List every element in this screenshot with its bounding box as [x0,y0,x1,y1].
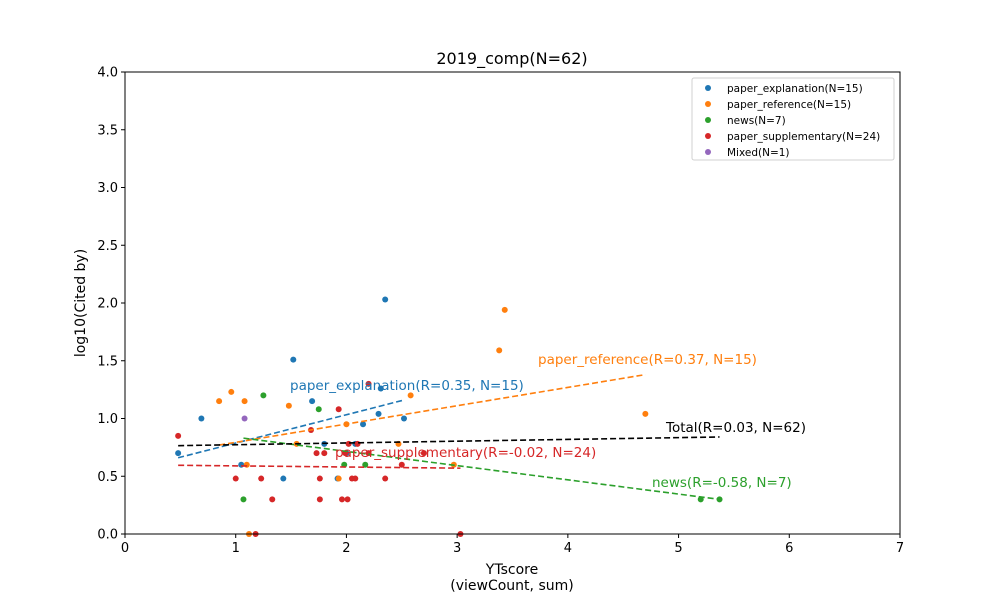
y-tick-label: 1.0 [97,412,118,427]
data-point [344,496,351,503]
y-axis-label: log10(Cited by) [73,249,89,357]
data-point [335,475,342,482]
data-point [198,415,205,422]
data-point [398,461,405,468]
x-tick-label: 1 [232,541,240,556]
data-point [241,398,248,405]
series-annotation: paper_supplementary(R=-0.02, N=24) [335,445,596,461]
data-point [269,496,276,503]
data-point [285,402,292,409]
regression-line [178,436,720,447]
legend-entry: paper_explanation(N=15) [727,83,863,95]
data-point [260,392,267,399]
series-annotation: paper_explanation(R=0.35, N=15) [290,378,524,394]
data-point [362,461,369,468]
data-point [335,406,342,413]
y-tick-label: 3.0 [97,181,118,196]
data-point [228,388,235,395]
y-tick-label: 2.5 [97,239,118,254]
regression-line [178,464,461,469]
regression-line [218,373,646,446]
legend-entry: news(N=7) [727,115,786,127]
legend-box [691,77,895,161]
data-point [175,450,182,457]
x-tick-label: 4 [564,541,572,556]
series-annotation: paper_reference(R=0.37, N=15) [538,352,757,368]
x-tick-label: 2 [342,541,350,556]
data-point [290,356,297,363]
data-point [232,475,239,482]
data-point [241,415,248,422]
y-tick-label: 3.5 [97,123,118,138]
y-axis: 0.0 0.5 1.0 1.5 2.0 2.5 3.0 3.5 4.0 [97,66,125,543]
legend-marker [705,133,711,139]
x-axis-label-secondary: (viewCount, sum) [450,578,573,594]
y-tick-label: 1.5 [97,354,118,369]
y-tick-label: 4.0 [97,66,118,81]
legend-entry: Mixed(N=1) [727,147,790,159]
data-point [313,450,320,457]
data-point [365,380,372,387]
data-point [316,475,323,482]
y-tick-label: 0.0 [97,528,118,543]
legend-marker [705,117,711,123]
data-point [321,450,328,457]
data-point [401,415,407,422]
y-tick-label: 0.5 [97,470,118,485]
data-point [339,496,345,503]
legend: paper_explanation(N=15) paper_reference(N… [691,77,895,161]
data-point [496,347,503,354]
data-point [642,410,649,417]
data-point [382,475,389,482]
regression-line [177,399,405,459]
data-point [316,496,323,503]
data-point [407,392,414,399]
data-point [382,296,389,303]
data-point [243,461,250,468]
data-point [501,306,508,313]
data-point [375,410,382,417]
x-tick-label: 0 [121,541,129,556]
x-tick-label: 6 [785,541,793,556]
data-point [360,421,367,428]
data-point [309,398,316,405]
data-point [175,432,182,439]
data-point [420,450,427,457]
data-point [315,406,322,413]
x-tick-label: 5 [674,541,682,556]
x-axis: 0 1 2 3 4 5 6 7 [121,534,904,556]
y-tick-label: 2.0 [97,297,118,312]
legend-entry: paper_supplementary(N=24) [727,131,880,143]
data-point [238,461,245,468]
plot-area: paper_explanation(R=0.35, N=15) paper_ref… [175,296,806,537]
legend-entry: paper_reference(N=15) [727,99,851,111]
legend-marker [705,149,711,155]
legend-marker [705,85,711,91]
x-tick-label: 7 [896,541,904,556]
total-annotation: Total(R=0.03, N=62) [665,420,806,436]
chart-title: 2019_comp(N=62) [436,49,587,69]
x-tick-label: 3 [453,541,461,556]
data-point [216,398,223,405]
x-axis-label: YTscore [485,562,538,578]
data-point [280,475,287,482]
data-point [240,496,247,503]
series-annotation: news(R=-0.58, N=7) [652,475,792,491]
data-point [352,475,359,482]
data-point [258,475,265,482]
regression-line [243,437,720,501]
data-point [377,385,384,392]
legend-marker [705,101,711,107]
